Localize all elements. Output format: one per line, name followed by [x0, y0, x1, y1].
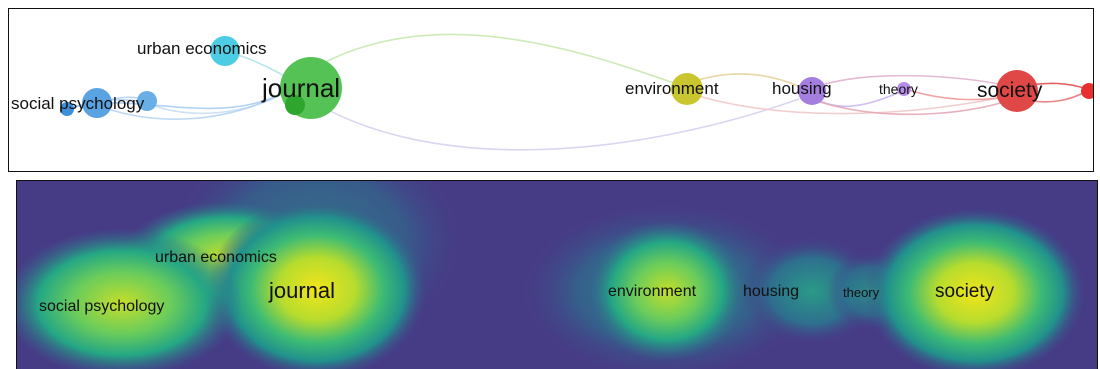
density-label-social-psychology: social psychology — [39, 298, 165, 315]
density-journal — [207, 199, 427, 369]
label-society: society — [977, 79, 1043, 102]
density-label-theory: theory — [843, 285, 880, 300]
network-canvas — [60, 33, 1094, 151]
density-label-housing: housing — [743, 283, 800, 300]
density-social-psychology — [17, 228, 242, 369]
link — [814, 74, 1015, 88]
density-visualization: social psychology urban economics journa… — [16, 180, 1098, 369]
density-label-society: society — [935, 281, 995, 302]
label-urban-economics: urban economics — [137, 39, 267, 58]
node-blue-secondary[interactable] — [137, 91, 157, 111]
label-housing: housing — [772, 79, 832, 98]
label-social-psychology: social psychology — [11, 94, 145, 113]
density-label-journal: journal — [269, 278, 336, 303]
node-theory[interactable] — [897, 82, 911, 96]
link — [688, 92, 1015, 115]
link — [688, 73, 810, 92]
density-label-urban-economics: urban economics — [155, 249, 277, 266]
link — [308, 33, 686, 88]
link — [146, 88, 292, 115]
density-canvas — [17, 181, 1097, 369]
density-blobs — [17, 181, 1085, 369]
node-society[interactable] — [996, 70, 1038, 112]
link — [816, 98, 1015, 116]
node-journal-small[interactable] — [285, 95, 305, 115]
node-urban-economics[interactable] — [210, 36, 240, 66]
node-housing[interactable] — [798, 77, 826, 105]
label-journal: journal — [262, 73, 341, 103]
density-label-environment: environment — [608, 283, 697, 300]
node-social-psychology-small[interactable] — [60, 102, 74, 116]
network-visualization: social psychology urban economics journa… — [8, 8, 1094, 172]
label-theory: theory — [879, 81, 918, 97]
node-social-psychology[interactable] — [82, 88, 112, 118]
node-society-small[interactable] — [1081, 83, 1094, 99]
network-nodes — [60, 36, 1094, 119]
density-environment — [587, 221, 747, 361]
label-environment: environment — [625, 79, 719, 98]
density-society — [865, 208, 1085, 369]
link — [308, 98, 800, 151]
node-environment[interactable] — [671, 73, 703, 105]
